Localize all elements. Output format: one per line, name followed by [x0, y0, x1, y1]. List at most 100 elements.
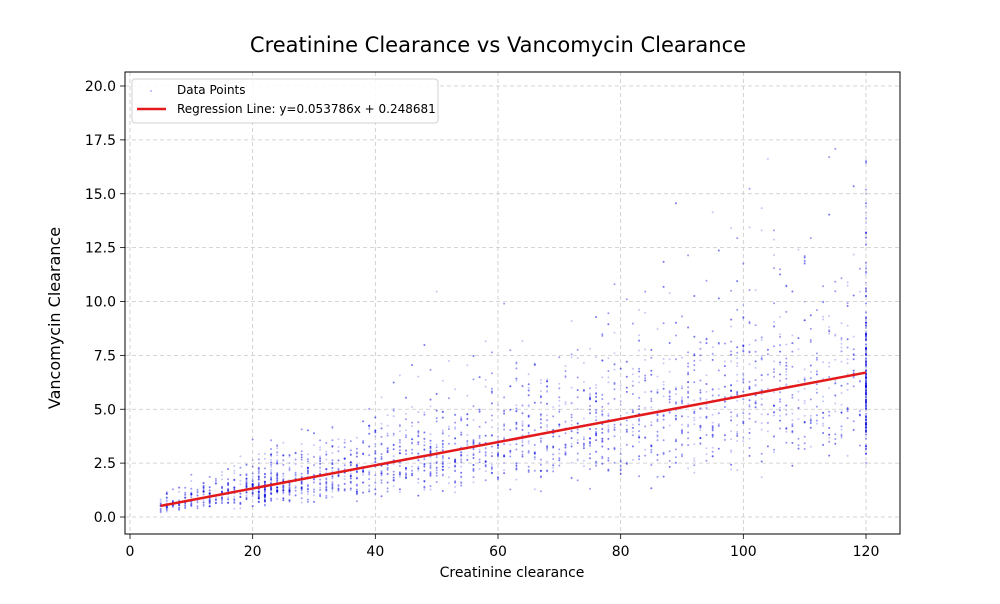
data-point [227, 483, 230, 486]
data-point [429, 466, 432, 469]
data-point [521, 453, 524, 456]
data-point [656, 388, 659, 391]
data-point [454, 465, 457, 468]
data-point [552, 446, 555, 449]
data-point [441, 379, 444, 382]
data-point [423, 488, 426, 491]
data-point [705, 390, 708, 393]
data-point [466, 441, 469, 444]
data-point [852, 428, 855, 431]
data-point [619, 467, 622, 470]
data-point [435, 472, 438, 474]
data-point [306, 488, 309, 491]
data-point [288, 468, 291, 471]
data-point [846, 346, 849, 349]
data-point [208, 489, 211, 492]
data-point [276, 479, 279, 482]
data-point [466, 417, 469, 420]
data-point [601, 393, 604, 396]
data-point [865, 362, 867, 365]
data-point [760, 476, 763, 479]
data-point [509, 408, 512, 411]
legend-label-regression: Regression Line: y=0.053786x + 0.248681 [177, 102, 436, 116]
data-point [282, 497, 285, 500]
data-point [472, 355, 475, 357]
data-point [730, 390, 733, 393]
data-point [343, 464, 346, 467]
data-point [159, 498, 162, 501]
data-point [447, 360, 450, 362]
data-point [865, 384, 867, 387]
data-point [742, 381, 745, 384]
data-point [558, 452, 561, 455]
data-point [674, 418, 677, 420]
data-point [208, 492, 211, 495]
data-point [386, 473, 389, 475]
data-point [270, 461, 273, 464]
data-point [276, 462, 279, 465]
data-point [325, 488, 328, 491]
data-point [564, 432, 567, 435]
x-tick-label: 0 [126, 544, 135, 560]
data-point [539, 418, 542, 421]
data-point [773, 254, 775, 257]
data-point [760, 354, 763, 357]
data-point [521, 428, 524, 431]
data-point [300, 488, 303, 491]
data-point [355, 490, 358, 493]
data-point [392, 381, 395, 384]
data-point [773, 404, 775, 407]
data-point [282, 463, 285, 466]
data-point [257, 475, 260, 478]
data-point [355, 455, 358, 458]
data-point [282, 497, 285, 500]
data-point [539, 394, 542, 397]
data-point [589, 468, 591, 471]
data-point [368, 490, 371, 493]
data-point [325, 454, 328, 457]
data-point [202, 482, 205, 484]
data-point [809, 422, 812, 424]
data-point [355, 452, 358, 455]
data-point [828, 330, 831, 333]
data-point [441, 439, 444, 442]
data-point [221, 490, 223, 493]
data-point [245, 477, 248, 480]
data-point [730, 449, 733, 452]
data-point [355, 471, 358, 474]
data-point [803, 256, 806, 259]
data-point [515, 410, 518, 413]
data-point [840, 392, 843, 394]
data-point [368, 427, 371, 430]
data-point [613, 461, 616, 464]
data-point [858, 413, 861, 416]
data-point [656, 391, 659, 394]
data-point [171, 505, 174, 508]
data-point [736, 346, 739, 349]
data-point [687, 444, 690, 447]
data-point [656, 453, 659, 456]
data-point [815, 414, 818, 417]
data-point [638, 349, 641, 352]
data-point [705, 383, 708, 385]
data-point [650, 397, 653, 400]
data-point [865, 376, 867, 379]
data-point [668, 465, 671, 468]
data-point [852, 253, 855, 256]
data-point [576, 431, 579, 434]
data-point [742, 348, 745, 351]
data-point [288, 499, 291, 502]
data-point [478, 458, 481, 461]
data-point [748, 322, 751, 325]
data-point [441, 468, 444, 471]
data-point [466, 424, 469, 427]
data-point [178, 490, 181, 493]
data-point [294, 489, 297, 492]
data-point [797, 407, 800, 409]
data-point [619, 469, 622, 471]
data-point [533, 458, 536, 461]
data-point [257, 475, 260, 478]
data-point [423, 458, 426, 461]
data-point [263, 488, 266, 491]
data-point [815, 358, 818, 361]
